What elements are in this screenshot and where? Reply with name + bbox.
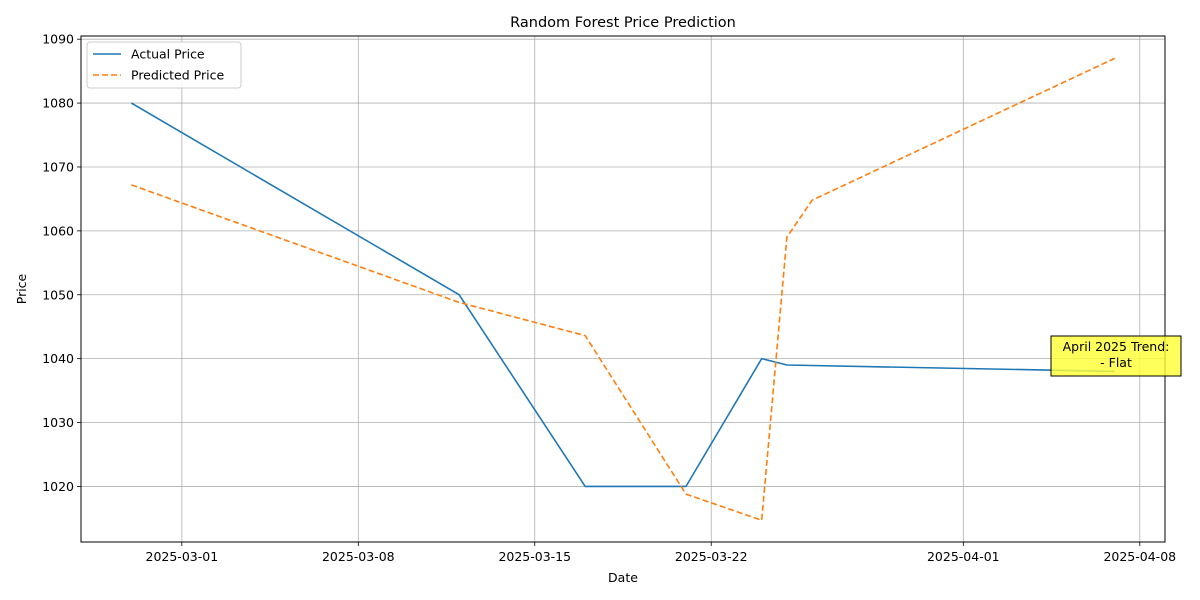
axis-ticks: 2025-03-01 2025-03-08 2025-03-15 2025-03-22… xyxy=(42,32,1176,564)
chart-title: Random Forest Price Prediction xyxy=(510,15,736,31)
y-tick-label: 1040 xyxy=(42,351,74,366)
x-axis-label: Date xyxy=(608,570,638,585)
annotation-text-line2: - Flat xyxy=(1100,355,1132,370)
annotation-text-line1: April 2025 Trend: xyxy=(1063,339,1170,354)
legend-box xyxy=(86,41,242,89)
x-tick-label: 2025-03-22 xyxy=(675,549,748,564)
legend-label-predicted-price: Predicted Price xyxy=(131,68,224,83)
y-tick-label: 1060 xyxy=(42,223,74,238)
y-tick-label: 1030 xyxy=(42,415,74,430)
y-tick-label: 1090 xyxy=(42,32,74,47)
legend: Actual Price Predicted Price xyxy=(86,41,242,89)
series-line-actual-price xyxy=(130,102,1115,488)
x-tick-label: 2025-03-01 xyxy=(146,549,219,564)
x-tick-label: 2025-03-08 xyxy=(322,549,395,564)
y-tick-label: 1080 xyxy=(42,96,74,111)
series-line-predicted-price xyxy=(131,57,1115,522)
grid-lines xyxy=(81,36,1165,542)
x-tick-label: 2025-03-15 xyxy=(498,549,571,564)
x-tick-label: 2025-04-01 xyxy=(927,549,1000,564)
legend-label-actual-price: Actual Price xyxy=(131,47,205,62)
annotation-box xyxy=(1050,335,1182,377)
y-tick-label: 1020 xyxy=(42,479,74,494)
plot-frame xyxy=(80,35,1166,543)
x-tick-label: 2025-04-08 xyxy=(1103,549,1176,564)
y-axis-label: Price xyxy=(14,273,29,304)
y-tick-label: 1070 xyxy=(42,159,74,174)
series-layer xyxy=(130,57,1115,522)
trend-annotation: April 2025 Trend: - Flat xyxy=(1050,335,1182,377)
y-tick-label: 1050 xyxy=(42,287,74,302)
